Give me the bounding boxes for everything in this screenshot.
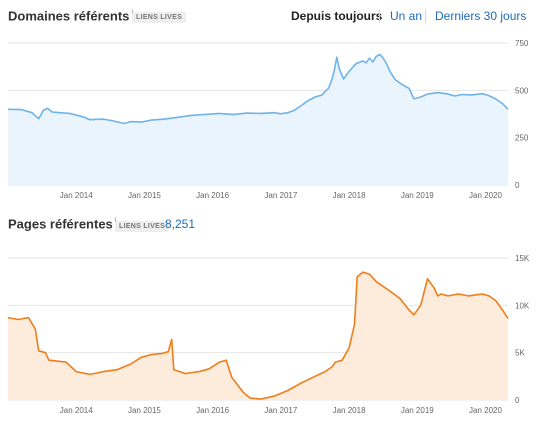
x-tick-label: Jan 2020 <box>469 406 502 415</box>
y-tick-label: 750 <box>515 39 529 48</box>
pages-title: Pages référentesi <box>8 216 117 231</box>
period-separator <box>425 9 426 23</box>
y-tick-label: 15K <box>515 254 530 263</box>
period-one-year-tab[interactable]: Un an <box>390 9 423 23</box>
y-tick-label: 10K <box>515 301 530 310</box>
y-tick-label: 500 <box>515 86 529 95</box>
x-tick-label: Jan 2019 <box>401 406 434 415</box>
x-tick-label: Jan 2016 <box>196 191 229 200</box>
x-tick-label: Jan 2017 <box>264 191 297 200</box>
y-tick-label: 0 <box>515 181 520 190</box>
y-tick-label: 0 <box>515 396 520 405</box>
x-tick-label: Jan 2015 <box>128 406 161 415</box>
y-tick-label: 250 <box>515 134 529 143</box>
x-tick-label: Jan 2015 <box>128 191 161 200</box>
area-fill <box>8 272 508 400</box>
period-separator <box>379 9 380 23</box>
pages-chart: 15K 10K 5K 0 Jan 2014 Jan 2015 Jan 2016 Jan 201… <box>7 254 530 415</box>
pages-live-badge: LIENS LIVES <box>115 221 170 232</box>
area-fill <box>8 54 508 186</box>
x-tick-label: Jan 2014 <box>60 191 93 200</box>
x-tick-label: Jan 2018 <box>333 191 366 200</box>
domains-live-badge: LIENS LIVES <box>132 12 187 23</box>
x-tick-label: Jan 2017 <box>264 406 297 415</box>
domains-title-text: Domaines référents <box>8 8 130 24</box>
x-tick-label: Jan 2018 <box>333 406 366 415</box>
info-icon[interactable]: i <box>115 216 117 225</box>
pages-count: 8,251 <box>165 217 196 231</box>
domains-chart: 750 500 250 0 Jan 2014 Jan 2015 Jan 2016 Jan 20… <box>7 39 529 200</box>
y-tick-label: 5K <box>515 349 525 358</box>
period-last-30-days-tab[interactable]: Derniers 30 jours <box>435 9 527 23</box>
pages-title-text: Pages référentes <box>8 216 113 232</box>
x-tick-label: Jan 2016 <box>196 406 229 415</box>
series-line <box>7 271 509 400</box>
domains-title: Domaines référentsi <box>8 8 133 23</box>
x-tick-label: Jan 2014 <box>60 406 93 415</box>
x-tick-label: Jan 2019 <box>401 191 434 200</box>
series-line <box>7 53 509 125</box>
x-tick-label: Jan 2020 <box>469 191 502 200</box>
period-all-time-tab[interactable]: Depuis toujours <box>291 9 383 23</box>
